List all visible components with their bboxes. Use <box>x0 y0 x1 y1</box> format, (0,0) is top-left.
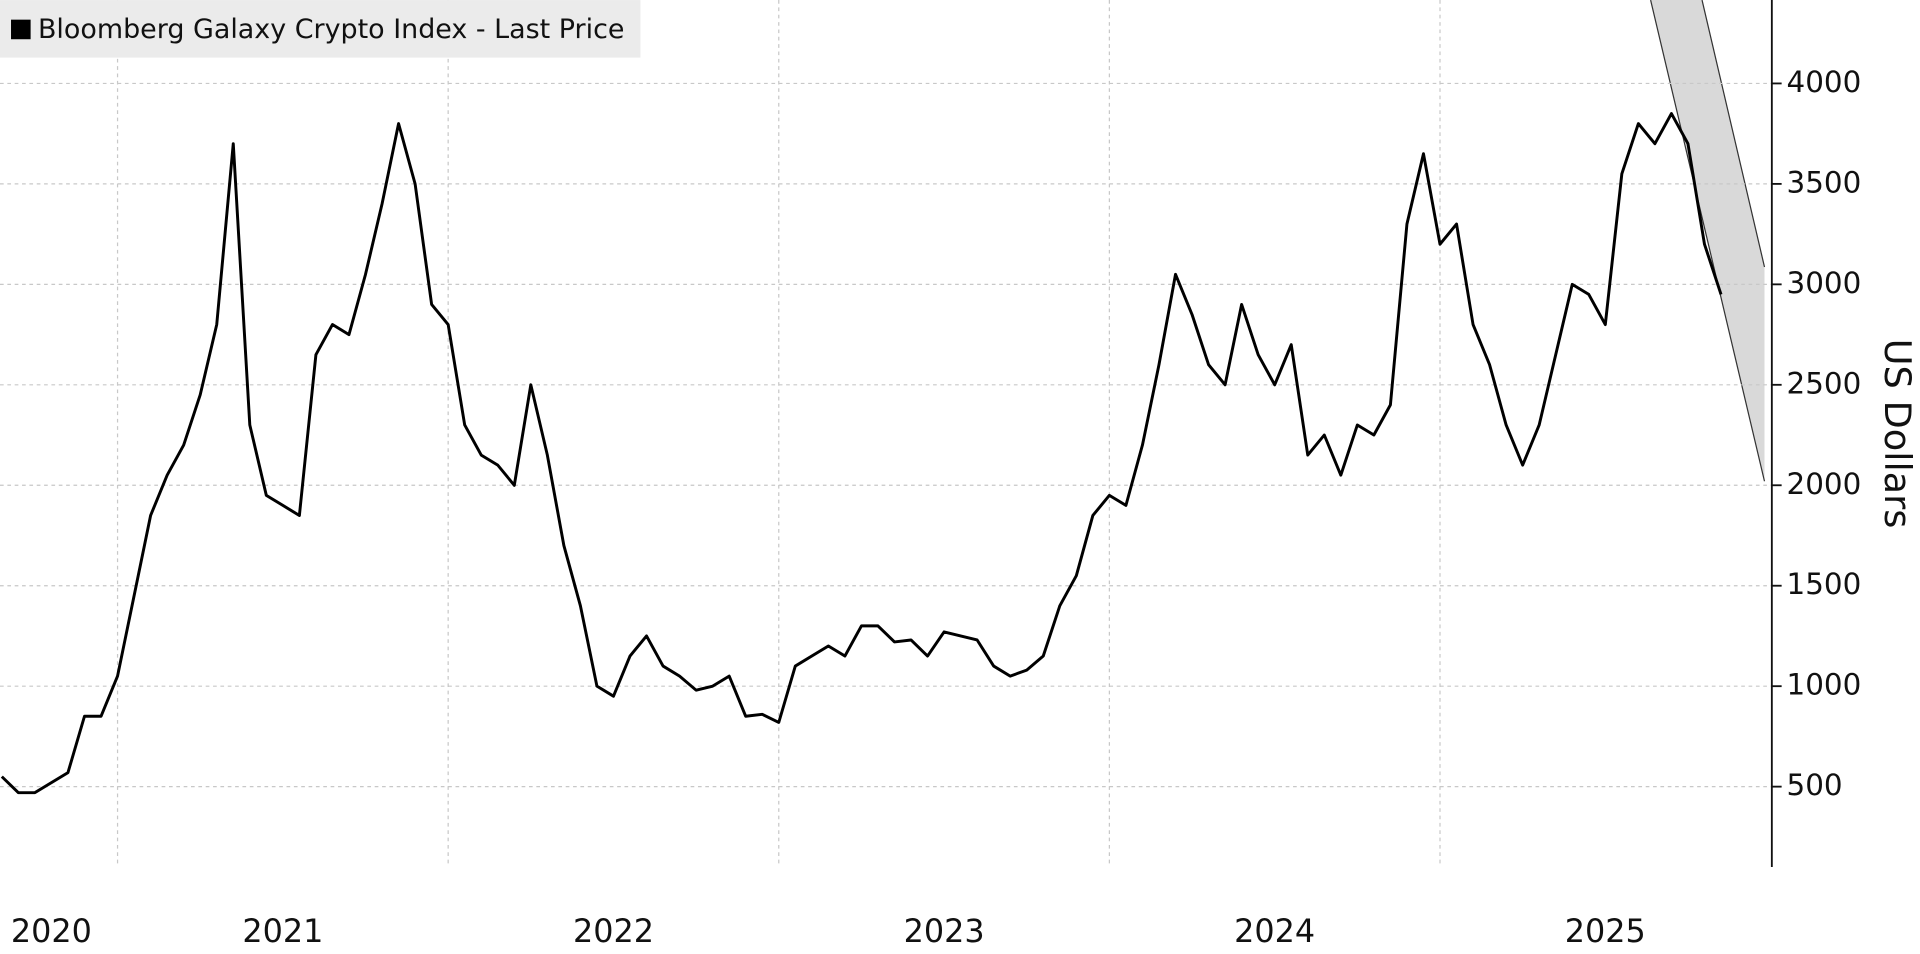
y-tick-label: 2000 <box>1787 467 1862 501</box>
trend-line-lower <box>1650 0 1766 482</box>
y-tick-label: 1000 <box>1787 668 1862 702</box>
x-tick-label: 2021 <box>242 912 323 950</box>
x-tick-label: 2024 <box>1234 912 1315 950</box>
x-tick-label: 2023 <box>904 912 985 950</box>
y-tick-label: 2500 <box>1787 366 1862 400</box>
trend-line-upper <box>1701 0 1766 268</box>
y-tick-label: 3500 <box>1787 165 1862 199</box>
y-tick-label: 3000 <box>1787 266 1862 300</box>
legend-label: Bloomberg Galaxy Crypto Index - Last Pri… <box>38 14 625 45</box>
x-tick-label: 2025 <box>1565 912 1646 950</box>
price-line <box>0 112 1723 795</box>
y-tick-label: 1500 <box>1787 567 1862 601</box>
y-axis-label: US Dollars <box>1876 339 1919 529</box>
legend: Bloomberg Galaxy Crypto Index - Last Pri… <box>0 0 641 58</box>
legend-swatch <box>11 19 31 40</box>
legend-background <box>0 0 641 58</box>
y-tick-label: 4000 <box>1787 65 1862 99</box>
x-tick-label: 2022 <box>573 912 654 950</box>
x-tick-label: 2020 <box>11 912 92 950</box>
y-tick-label: 500 <box>1787 768 1843 802</box>
